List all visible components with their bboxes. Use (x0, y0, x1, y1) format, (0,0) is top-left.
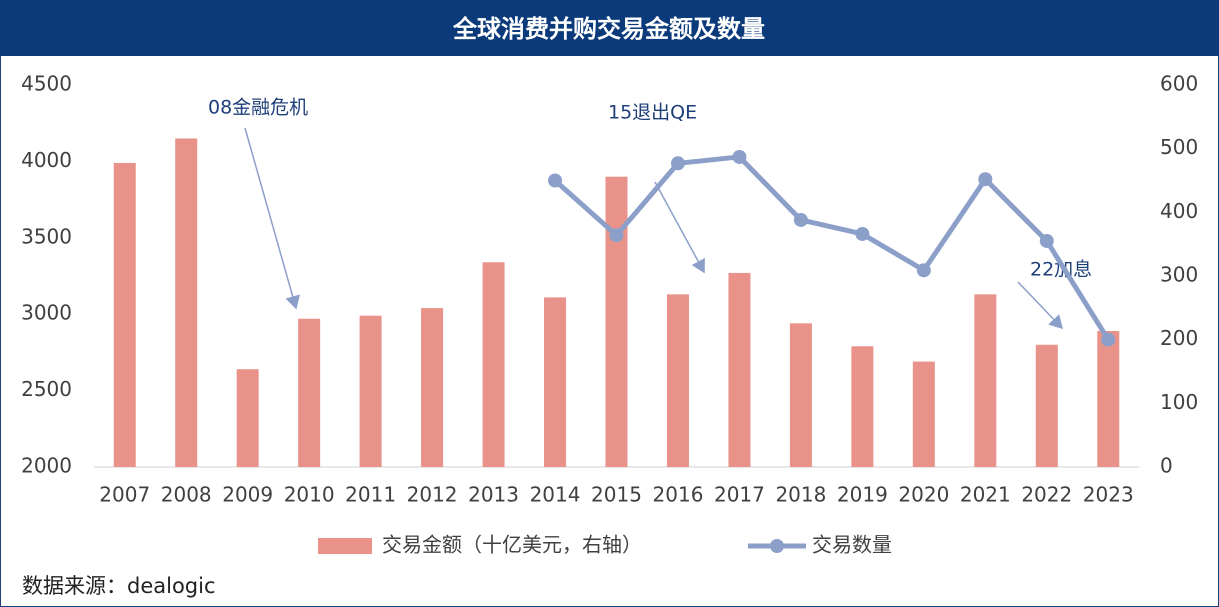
x-tick-label: 2012 (407, 483, 458, 507)
annotation-arrow (1017, 281, 1064, 330)
annotation-arrow (244, 127, 300, 310)
point (1039, 233, 1054, 248)
point (1101, 332, 1116, 347)
bar (1097, 331, 1120, 467)
x-tick-label: 2020 (898, 483, 949, 507)
x-tick-label: 2010 (284, 483, 335, 507)
bar (912, 361, 935, 467)
annotation-arrow (654, 181, 705, 274)
y2-tick-label: 600 (1160, 72, 1198, 96)
bar (666, 294, 689, 467)
chart-title: 全球消费并购交易金额及数量 (452, 15, 765, 43)
x-tick-label: 2009 (222, 483, 273, 507)
legend-label: 交易数量 (812, 533, 892, 557)
y-tick-label: 4000 (21, 148, 72, 172)
bar (482, 262, 505, 467)
annotation: 08金融危机 (208, 97, 308, 119)
x-tick-label: 2013 (468, 483, 519, 507)
y-tick-label: 2000 (21, 454, 72, 478)
x-tick-label: 2022 (1021, 483, 1072, 507)
x-tick-label: 2015 (591, 483, 642, 507)
annotation: 15退出QE (608, 102, 697, 124)
annotation: 22加息 (1030, 259, 1092, 281)
x-tick-label: 2007 (99, 483, 150, 507)
y-tick-label: 3500 (21, 224, 72, 248)
y2-tick-label: 300 (1160, 263, 1198, 287)
point (855, 226, 870, 241)
y2-tick-label: 100 (1160, 390, 1198, 414)
point (670, 156, 685, 171)
bar (851, 346, 874, 467)
bar (298, 318, 321, 467)
x-tick-label: 2018 (775, 483, 826, 507)
point (732, 149, 747, 164)
point (609, 228, 624, 243)
y-tick-label: 2500 (21, 377, 72, 401)
bar (236, 369, 259, 467)
legend-swatch (318, 538, 372, 554)
bar (974, 294, 997, 467)
bar (544, 297, 567, 467)
source: 数据来源：dealogic (22, 574, 216, 598)
x-tick-label: 2019 (837, 483, 888, 507)
x-tick-label: 2014 (530, 483, 581, 507)
x-tick-label: 2017 (714, 483, 765, 507)
x-tick-label: 2021 (960, 483, 1011, 507)
title-bar (0, 0, 1219, 56)
point (793, 212, 808, 227)
y2-tick-label: 500 (1160, 135, 1198, 159)
bar (605, 176, 628, 467)
bar (728, 272, 751, 467)
bar (113, 162, 136, 468)
bar (421, 308, 444, 467)
y2-tick-label: 400 (1160, 199, 1198, 223)
bar (789, 323, 812, 467)
point (548, 173, 563, 188)
bar (175, 138, 198, 468)
bar (1035, 344, 1058, 467)
point (978, 172, 993, 187)
y-tick-label: 3000 (21, 301, 72, 325)
point (916, 263, 931, 278)
x-tick-label: 2011 (345, 483, 396, 507)
line (553, 154, 1111, 341)
y2-tick-label: 0 (1160, 454, 1173, 478)
y2-tick-label: 200 (1160, 326, 1198, 350)
bar (359, 315, 382, 467)
x-tick-label: 2008 (161, 483, 212, 507)
legend-label: 交易金额（十亿美元，右轴） (382, 533, 642, 557)
x-tick-label: 2016 (653, 483, 704, 507)
legend-swatch (770, 539, 784, 553)
y-tick-label: 4500 (21, 72, 72, 96)
x-tick-label: 2023 (1083, 483, 1134, 507)
